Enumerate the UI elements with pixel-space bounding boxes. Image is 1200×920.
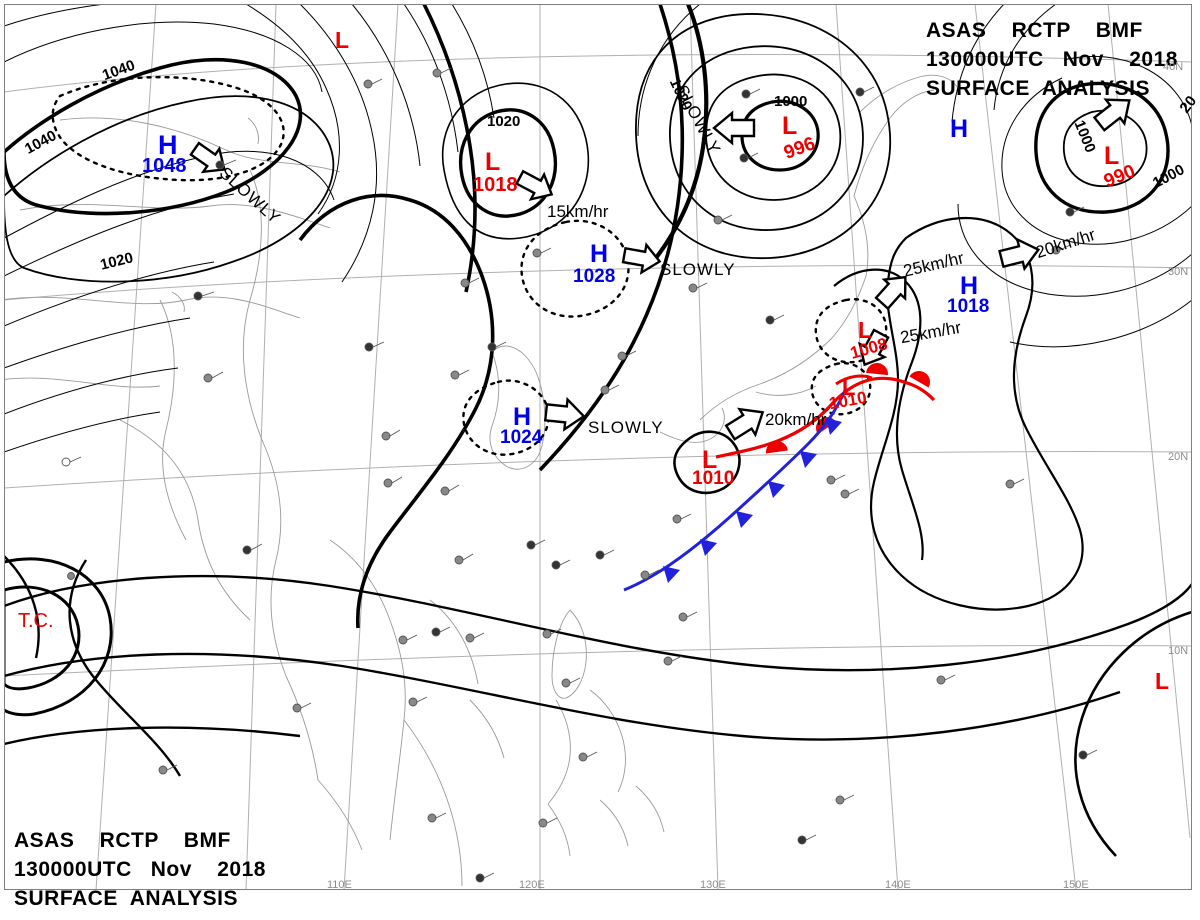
motion-arrows: [189, 98, 1131, 441]
isobars-bottomright: [1074, 610, 1192, 857]
isobars-right: [833, 216, 1084, 611]
isobar-l1018: [441, 82, 590, 240]
isobars-heavy-center: [298, 4, 685, 629]
warm-front: [715, 376, 936, 459]
isobar-l1010: [673, 430, 741, 495]
isobar-dotted-l1008: [814, 298, 888, 364]
station-models: [61, 67, 1098, 883]
graticule: [4, 4, 1192, 890]
isobar-dotted-h1024: [462, 379, 550, 456]
isobars-south: [4, 555, 1192, 777]
map-frame: [4, 4, 1192, 890]
isobar-dotted-l1010: [810, 361, 872, 416]
coastlines: [4, 74, 959, 887]
isobar-1020-heavy: [646, 4, 709, 270]
cold-front-barbs: [663, 418, 842, 583]
isobars-l990: [951, 4, 1192, 348]
isobar-dotted-h1028: [520, 219, 630, 318]
warm-front-bumps: [766, 363, 930, 454]
isobars-tc: [4, 557, 113, 717]
warm-front-north: [835, 374, 873, 386]
cold-front: [623, 387, 848, 592]
isobar-dotted-h1048: [51, 75, 285, 182]
isobars: [4, 4, 495, 453]
